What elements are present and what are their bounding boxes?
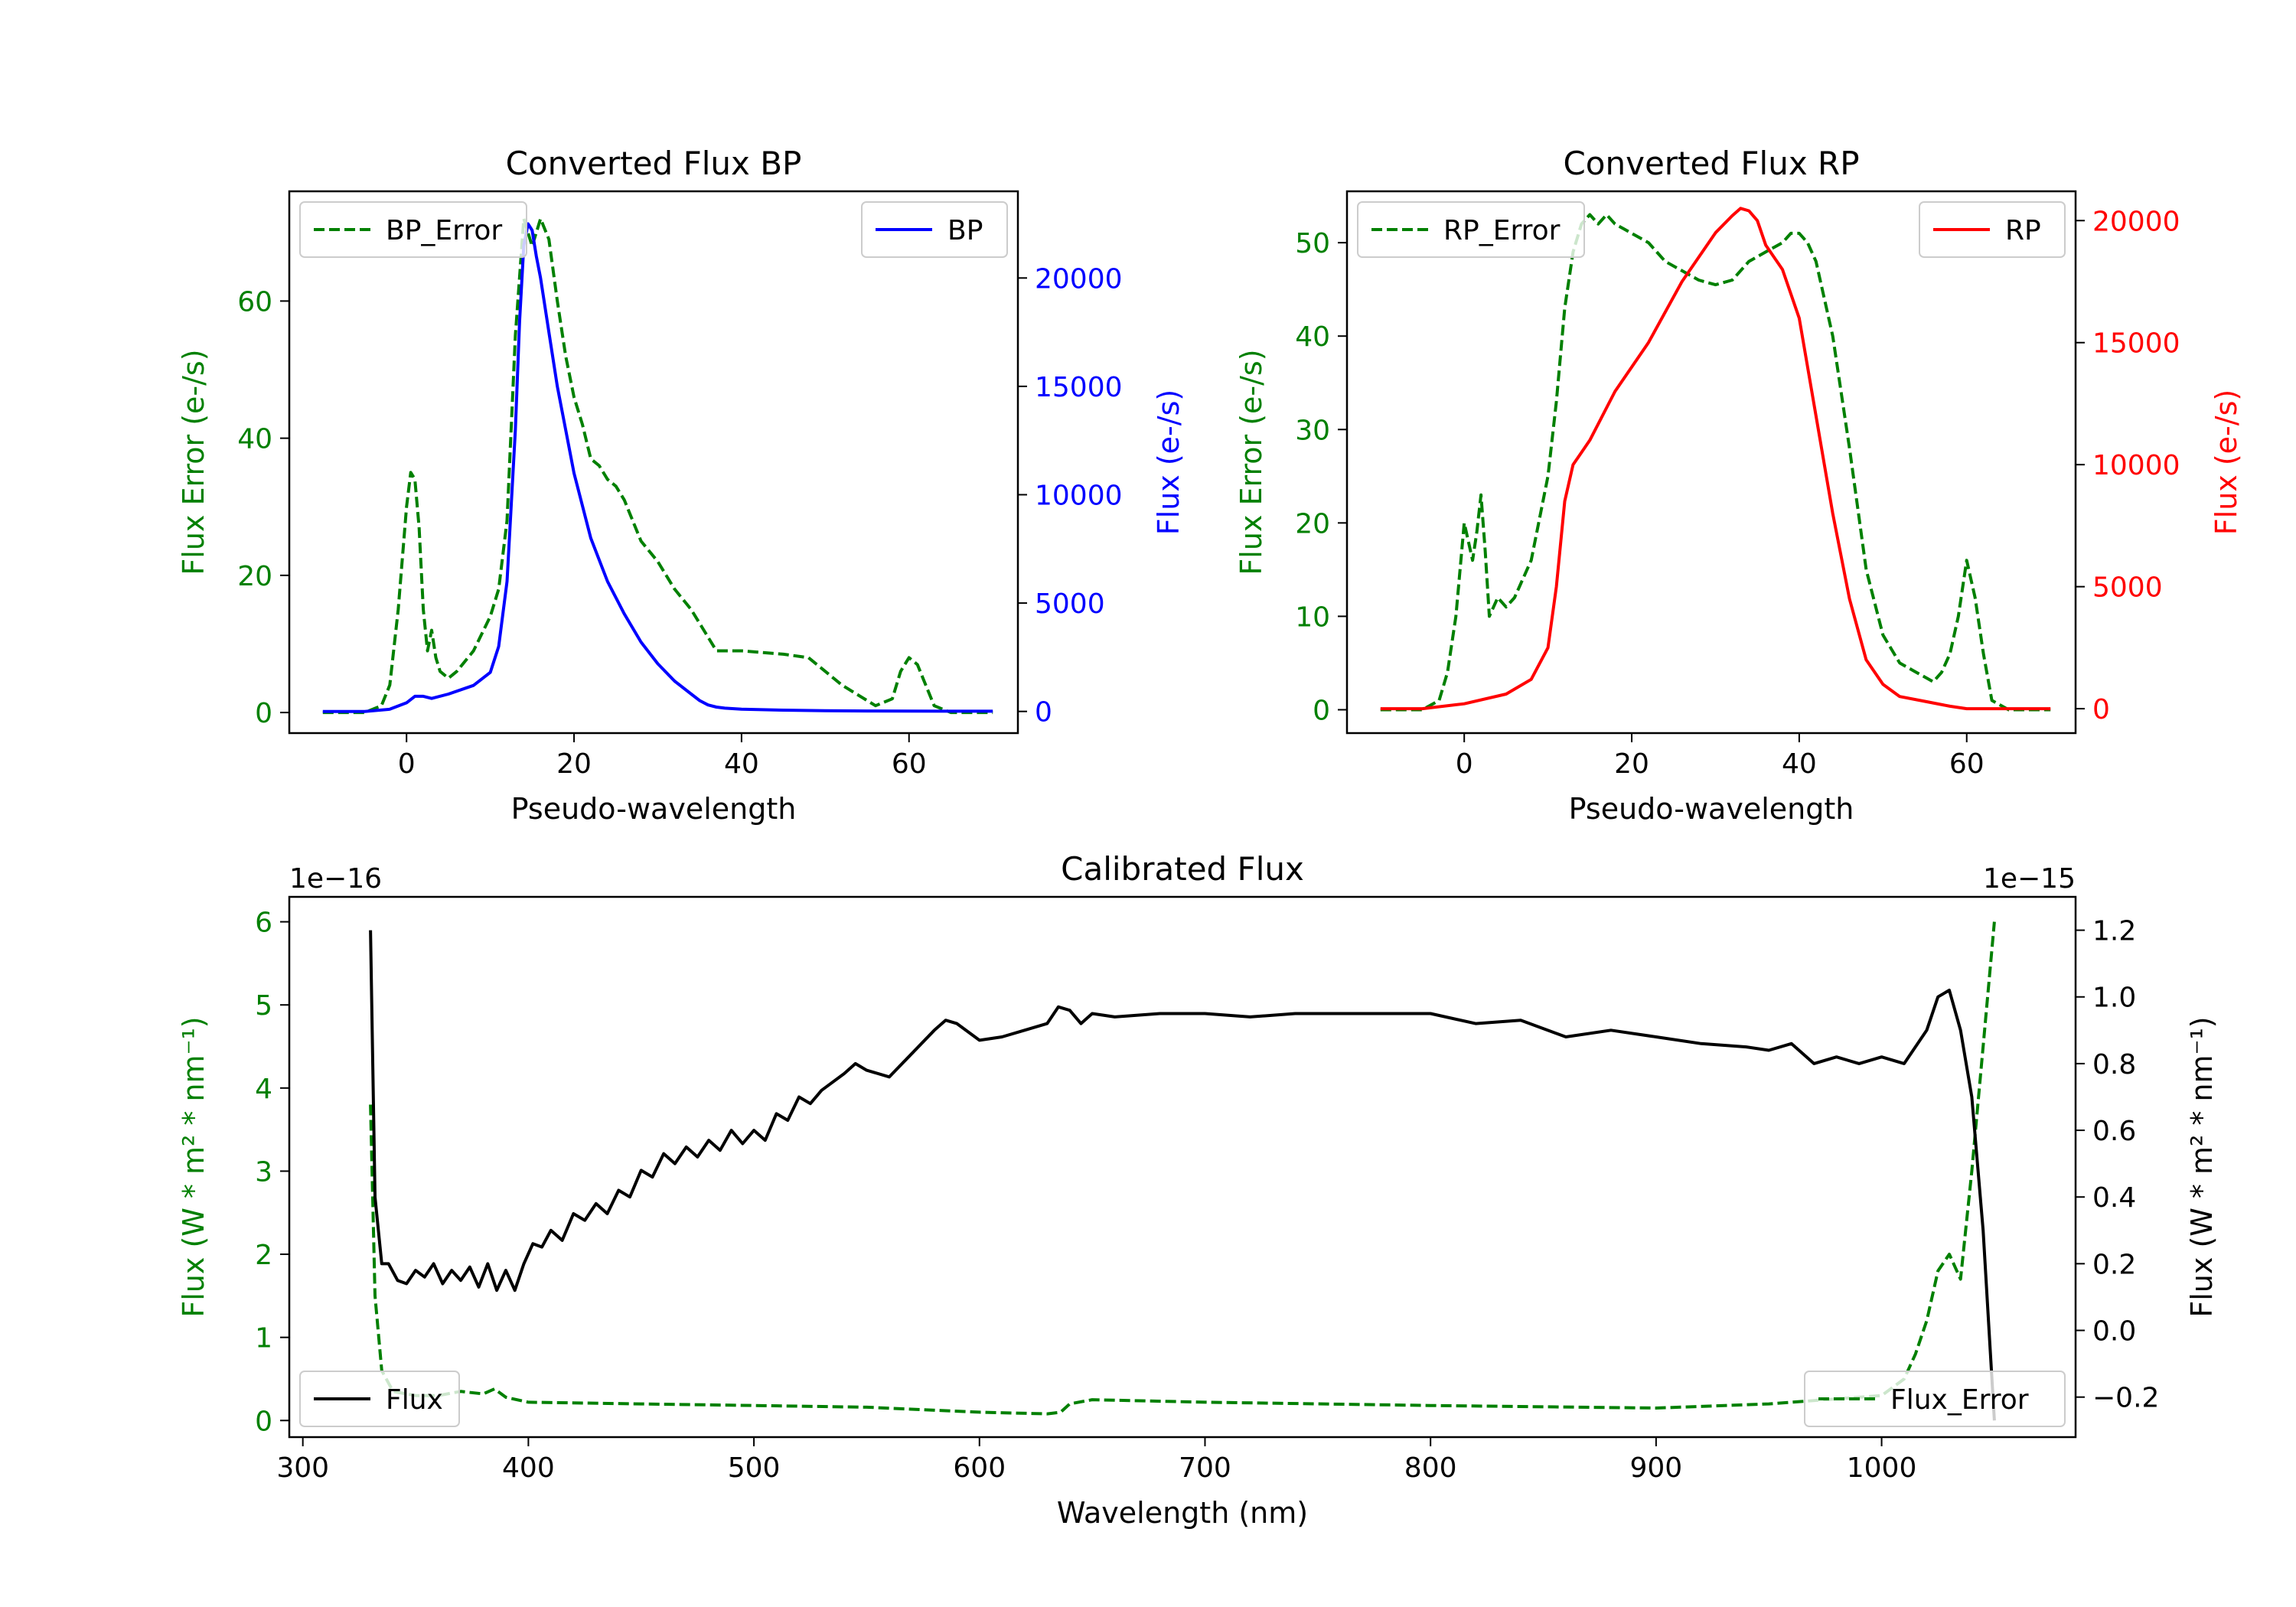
legend-bp: BP bbox=[861, 201, 1008, 258]
y-left-tick-label: 50 bbox=[1295, 228, 1330, 259]
chart-title: Converted Flux RP bbox=[1563, 145, 1859, 182]
legend-label: BP bbox=[947, 215, 983, 246]
y-right-tick-label: 0.6 bbox=[2092, 1116, 2136, 1147]
y-right-tick-label: 1.0 bbox=[2092, 983, 2136, 1014]
y-left-tick-label: 30 bbox=[1295, 415, 1330, 446]
y-right-tick-label: 0.4 bbox=[2092, 1182, 2136, 1214]
chart-title: Converted Flux BP bbox=[506, 145, 802, 182]
y-left-tick-label: 0 bbox=[255, 698, 272, 729]
x-axis-label: Pseudo-wavelength bbox=[1569, 792, 1854, 826]
x-tick-label: 20 bbox=[1614, 748, 1649, 780]
y-left-axis-label: Flux (W * m² * nm⁻¹) bbox=[177, 1016, 210, 1317]
legend-label: RP bbox=[2005, 215, 2041, 246]
axes-frame bbox=[288, 895, 2077, 1439]
legend-label: RP_Error bbox=[1443, 215, 1561, 246]
y-left-offset-label: 1e−16 bbox=[289, 863, 382, 895]
series-bp-error bbox=[322, 217, 993, 715]
y-right-tick-label: 15000 bbox=[1035, 372, 1123, 403]
x-tick-label: 500 bbox=[728, 1452, 781, 1484]
x-tick-label: 0 bbox=[1456, 748, 1473, 780]
y-left-tick-label: 3 bbox=[255, 1156, 272, 1188]
x-tick-label: 60 bbox=[1949, 748, 1985, 780]
legend-rp: RP bbox=[1919, 201, 2066, 258]
y-right-axis-label: Flux (W * m² * nm⁻¹) bbox=[2185, 1016, 2219, 1317]
y-right-tick-label: 0 bbox=[1035, 697, 1052, 729]
legend-label: BP_Error bbox=[386, 215, 502, 246]
y-right-tick-label: 5000 bbox=[1035, 588, 1105, 620]
y-right-tick-label: 20000 bbox=[2092, 206, 2180, 237]
y-right-tick-label: 0.0 bbox=[2092, 1316, 2136, 1348]
y-left-tick-label: 2 bbox=[255, 1240, 272, 1271]
y-right-tick-label: 15000 bbox=[2092, 328, 2180, 360]
y-right-tick-label: 0.2 bbox=[2092, 1249, 2136, 1280]
legend-label: Flux bbox=[386, 1384, 443, 1416]
x-tick-label: 900 bbox=[1630, 1452, 1683, 1484]
series-rp bbox=[1380, 207, 2051, 711]
x-tick-label: 40 bbox=[724, 748, 759, 780]
x-tick-label: 1000 bbox=[1847, 1452, 1917, 1484]
x-tick-label: 20 bbox=[556, 748, 592, 780]
x-tick-label: 300 bbox=[276, 1452, 329, 1484]
legend-label: Flux_Error bbox=[1890, 1384, 2029, 1416]
y-left-tick-label: 60 bbox=[237, 286, 272, 318]
y-left-tick-label: 5 bbox=[255, 990, 272, 1022]
y-left-tick-label: 1 bbox=[255, 1323, 272, 1354]
calibrated-chart: 300 400 500 600 700 800 900 1000 0 1 2 3 4 5 6 −0.2 0.0 0… bbox=[177, 850, 2219, 1530]
y-right-tick-label: 0.8 bbox=[2092, 1049, 2136, 1081]
y-left-tick-label: 0 bbox=[1313, 695, 1330, 726]
legend-flux: Flux bbox=[299, 1371, 460, 1427]
y-left-tick-label: 6 bbox=[255, 908, 272, 939]
axes-frame bbox=[1345, 190, 2077, 735]
y-left-tick-label: 40 bbox=[237, 424, 272, 455]
x-tick-label: 800 bbox=[1404, 1452, 1457, 1484]
axes-frame bbox=[288, 190, 1019, 735]
chart-title: Calibrated Flux bbox=[1061, 850, 1304, 888]
y-left-tick-label: 10 bbox=[1295, 601, 1330, 633]
y-left-axis-label: Flux Error (e-/s) bbox=[1234, 349, 1268, 575]
x-tick-label: 40 bbox=[1782, 748, 1817, 780]
y-right-axis-label: Flux (e-/s) bbox=[1152, 390, 1186, 535]
rp-chart: 0 20 40 60 0 10 20 30 40 50 0 5000 10000 15000 20000 Co… bbox=[1234, 145, 2243, 826]
y-right-tick-label: 10000 bbox=[1035, 480, 1123, 511]
legend-rp-error: RP_Error bbox=[1357, 201, 1585, 258]
y-left-axis-label: Flux Error (e-/s) bbox=[177, 349, 210, 575]
y-left-tick-label: 20 bbox=[237, 561, 272, 592]
series-flux-error bbox=[369, 921, 1996, 1416]
y-left-tick-label: 0 bbox=[255, 1406, 272, 1437]
x-axis-label: Wavelength (nm) bbox=[1057, 1496, 1308, 1530]
y-right-axis-label: Flux (e-/s) bbox=[2210, 390, 2243, 535]
x-tick-label: 400 bbox=[502, 1452, 555, 1484]
legend-bp-error: BP_Error bbox=[299, 201, 527, 258]
x-tick-label: 60 bbox=[892, 748, 927, 780]
series-bp bbox=[322, 222, 993, 713]
legend-flux-error: Flux_Error bbox=[1804, 1371, 2066, 1427]
series-flux bbox=[369, 930, 1996, 1421]
y-left-tick-label: 40 bbox=[1295, 321, 1330, 353]
series-rp-error bbox=[1380, 213, 2051, 712]
y-right-offset-label: 1e−15 bbox=[1983, 863, 2076, 895]
y-right-tick-label: 10000 bbox=[2092, 450, 2180, 481]
x-tick-label: 0 bbox=[398, 748, 416, 780]
x-tick-label: 700 bbox=[1179, 1452, 1231, 1484]
y-right-tick-label: 0 bbox=[2092, 694, 2110, 725]
y-right-tick-label: −0.2 bbox=[2092, 1383, 2159, 1414]
y-left-tick-label: 20 bbox=[1295, 508, 1330, 539]
y-left-tick-label: 4 bbox=[255, 1074, 272, 1105]
y-right-tick-label: 20000 bbox=[1035, 263, 1123, 295]
x-tick-label: 600 bbox=[953, 1452, 1006, 1484]
y-right-tick-label: 1.2 bbox=[2092, 916, 2136, 947]
bp-chart: 0 20 40 60 0 20 40 60 0 5000 10000 15000 20000 Conver… bbox=[177, 145, 1186, 826]
y-right-tick-label: 5000 bbox=[2092, 572, 2163, 604]
x-axis-label: Pseudo-wavelength bbox=[511, 792, 797, 826]
